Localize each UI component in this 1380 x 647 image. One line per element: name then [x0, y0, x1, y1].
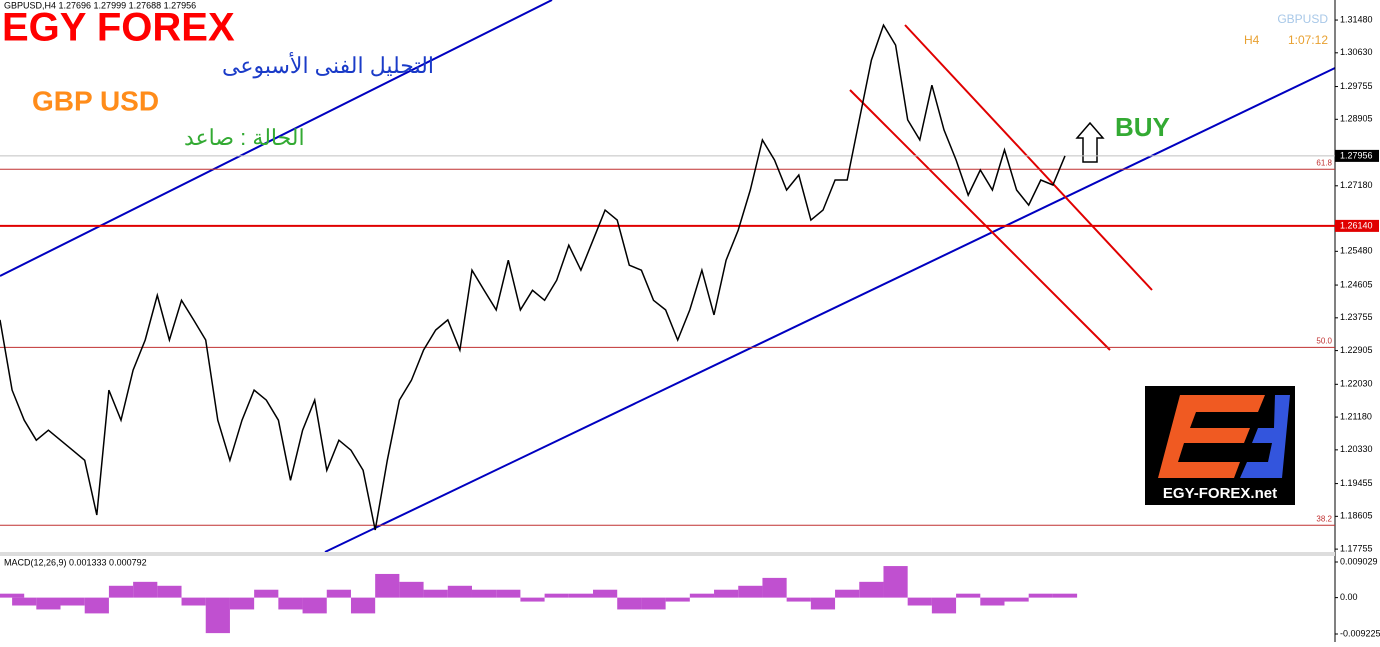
macd-bar — [883, 566, 908, 598]
chart-header: GBPUSD,H4 1.27696 1.27999 1.27688 1.2795… — [4, 0, 196, 10]
y-tick-label: 1.29755 — [1340, 81, 1373, 91]
macd-bar — [157, 585, 182, 598]
buy-arrow — [1075, 121, 1105, 163]
pair: GBP USD — [32, 85, 159, 116]
timeframe: H4 — [1244, 33, 1260, 47]
y-tick-label: 1.20330 — [1340, 444, 1373, 454]
macd-bar — [496, 589, 521, 598]
symbol: GBPUSD — [1277, 12, 1328, 26]
trend-line — [324, 67, 1336, 553]
macd-bar — [810, 597, 836, 610]
y-tick-label: 1.27180 — [1340, 180, 1373, 190]
y-tick-label: 0.009029 — [1340, 556, 1378, 566]
macd-bar — [205, 597, 230, 634]
macd-bar — [593, 589, 618, 598]
macd-bar — [689, 593, 715, 598]
support-label: 1.26140 — [1340, 220, 1373, 230]
logo: EGY-FOREX.net — [1145, 386, 1295, 505]
macd-bar — [471, 589, 497, 598]
y-tick-label: 1.30630 — [1340, 47, 1373, 57]
logo-text: EGY-FOREX.net — [1163, 485, 1277, 502]
macd-bar — [108, 585, 134, 598]
status: الحالة : صاعد — [184, 125, 305, 150]
macd-bar — [229, 597, 255, 610]
macd-bar — [0, 593, 25, 598]
macd-bar — [786, 597, 811, 602]
macd-bar — [133, 581, 158, 598]
macd-title: MACD(12,26,9) 0.001333 0.000792 — [4, 557, 147, 567]
signal: BUY — [1115, 112, 1170, 142]
macd-bar — [859, 581, 884, 598]
y-tick-label: 1.22905 — [1340, 345, 1373, 355]
y-tick-label: 1.28905 — [1340, 114, 1373, 124]
macd-bar — [617, 597, 642, 610]
y-tick-label: 1.31480 — [1340, 14, 1373, 24]
logo-f — [1240, 395, 1290, 478]
macd-bar — [36, 597, 61, 610]
macd-bar — [907, 597, 932, 606]
support-box — [1335, 219, 1379, 232]
macd-bar — [181, 597, 206, 606]
y-tick-label: 0.00 — [1340, 592, 1358, 602]
fib-label: 61.8 — [1316, 158, 1332, 167]
brand: EGY FOREX — [2, 6, 235, 50]
macd-bar — [60, 597, 85, 606]
macd-bar — [12, 597, 37, 606]
macd-bar — [665, 597, 690, 602]
trend-line — [0, 0, 553, 277]
y-tick-label: 1.21180 — [1340, 411, 1372, 421]
subtitle: التحليل الفنى الأسبوعى — [222, 51, 434, 79]
timer: 1:07:12 — [1288, 33, 1328, 47]
macd-bar — [520, 597, 545, 602]
macd-bar — [738, 585, 763, 598]
price-line — [0, 23, 1066, 531]
macd-bar — [1052, 593, 1078, 598]
y-tick-label: 1.25480 — [1340, 246, 1373, 256]
macd-bar — [447, 585, 472, 598]
logo-e — [1158, 395, 1265, 478]
macd-bar — [1028, 593, 1053, 598]
macd-bar — [568, 593, 594, 598]
macd-bar — [399, 581, 424, 598]
macd-bar — [762, 577, 787, 598]
y-tick-label: 1.22030 — [1340, 379, 1373, 389]
macd-bar — [641, 597, 666, 610]
macd-bar — [350, 597, 376, 614]
macd-bar — [423, 589, 448, 598]
macd-bar — [84, 597, 109, 614]
y-tick-label: 1.19455 — [1340, 478, 1373, 488]
macd-bar — [956, 593, 981, 598]
last-price-label: 1.27956 — [1340, 150, 1373, 160]
fib-label: 38.2 — [1316, 514, 1332, 523]
channel-line — [904, 24, 1153, 291]
fib-label: 50.0 — [1316, 336, 1332, 345]
macd-bar — [302, 597, 327, 614]
last-price-box — [1335, 149, 1379, 162]
macd-bar — [278, 597, 303, 610]
macd-bar — [375, 573, 400, 598]
y-tick-label: 1.24605 — [1340, 279, 1373, 289]
macd-bar — [980, 597, 1005, 606]
macd-bar — [254, 589, 279, 598]
macd-bar — [931, 597, 957, 614]
macd-bar — [326, 589, 351, 598]
y-tick-label: 1.17755 — [1340, 543, 1373, 553]
macd-bar — [714, 589, 739, 598]
y-tick-label: 1.23755 — [1340, 312, 1373, 322]
macd-bar — [1004, 597, 1029, 602]
macd-bar — [835, 589, 860, 598]
y-tick-label: -0.009225 — [1340, 628, 1380, 638]
panel-separator — [0, 552, 1335, 556]
macd-bar — [544, 593, 569, 598]
channel-line — [849, 89, 1111, 351]
y-tick-label: 1.18605 — [1340, 511, 1373, 521]
